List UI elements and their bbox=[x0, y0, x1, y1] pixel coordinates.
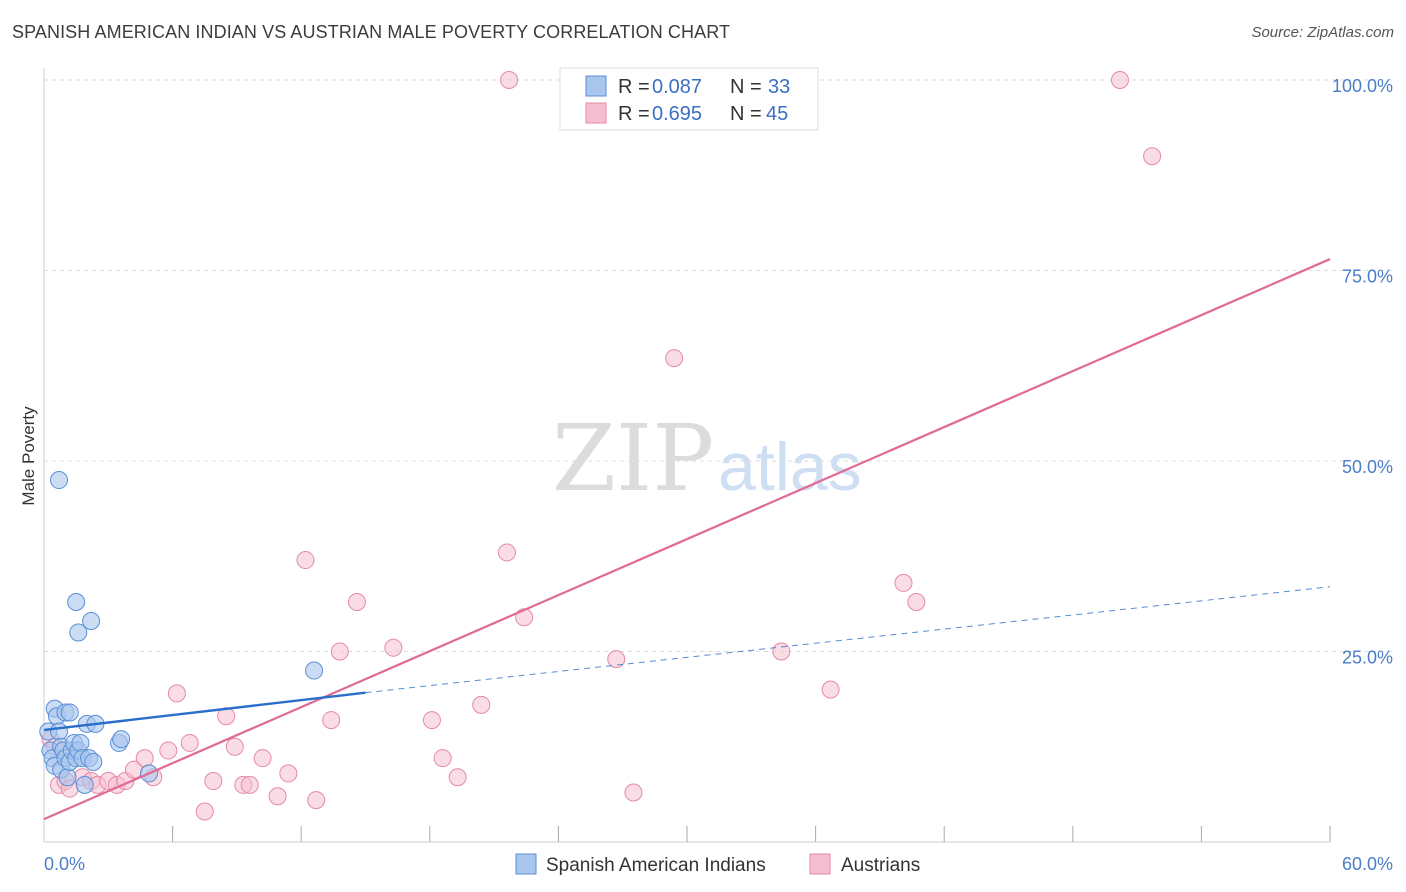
austrians-point bbox=[347, 592, 366, 611]
austrians-point bbox=[253, 749, 272, 768]
austrians-point bbox=[279, 764, 298, 783]
legend-r-label-2: R = bbox=[618, 103, 650, 125]
spanish-american-indians-point bbox=[112, 730, 131, 749]
austrians-point bbox=[159, 741, 178, 760]
austrians-point bbox=[772, 642, 791, 661]
y-tick-label: 75.0% bbox=[1342, 267, 1393, 287]
austrians-point bbox=[195, 802, 214, 821]
austrians-point bbox=[624, 783, 643, 802]
y-tick-label: 25.0% bbox=[1342, 648, 1393, 668]
bottom-legend: Spanish American Indians Austrians bbox=[515, 853, 920, 876]
legend-n-value-2: 45 bbox=[766, 103, 788, 125]
spanish-american-indians-trend-line bbox=[43, 691, 366, 732]
watermark: ZIP atlas bbox=[552, 405, 862, 512]
trend-lines bbox=[43, 258, 1331, 821]
austrians-point bbox=[500, 71, 519, 89]
spanish-american-indians-points bbox=[39, 471, 324, 794]
bottom-legend-swatch-pink bbox=[809, 853, 831, 875]
austrians-point bbox=[204, 772, 223, 791]
legend-swatch-blue bbox=[585, 75, 607, 97]
austrians-point bbox=[497, 543, 516, 562]
watermark-atlas: atlas bbox=[718, 429, 862, 505]
y-axis-title: Male Poverty bbox=[19, 406, 38, 506]
legend-r-value-1: 0.087 bbox=[652, 76, 702, 98]
spanish-american-indians-point bbox=[75, 775, 94, 794]
austrians-point bbox=[180, 733, 199, 752]
spanish-american-indians-point bbox=[69, 623, 88, 642]
spanish-american-indians-trend-extension bbox=[365, 586, 1331, 694]
austrians-point bbox=[1110, 71, 1129, 89]
spanish-american-indians-point bbox=[67, 592, 86, 611]
spanish-american-indians-point bbox=[84, 752, 103, 771]
bottom-legend-label-2: Austrians bbox=[841, 855, 920, 876]
austrians-point bbox=[384, 638, 403, 657]
austrians-point bbox=[422, 711, 441, 730]
austrians-point bbox=[330, 642, 349, 661]
bottom-legend-swatch-blue bbox=[515, 853, 537, 875]
austrians-point bbox=[225, 737, 244, 756]
austrians-point bbox=[472, 695, 491, 714]
x-tick-label: 0.0% bbox=[44, 854, 85, 874]
legend-swatch-pink bbox=[585, 102, 607, 124]
austrians-point bbox=[665, 349, 684, 368]
spanish-american-indians-point bbox=[82, 612, 101, 631]
austrians-point bbox=[894, 573, 913, 592]
spanish-american-indians-point bbox=[50, 722, 69, 741]
watermark-zip: ZIP bbox=[552, 405, 714, 512]
austrians-point bbox=[433, 749, 452, 768]
y-tick-label: 50.0% bbox=[1342, 457, 1393, 477]
austrians-point bbox=[821, 680, 840, 699]
austrians-trend-line bbox=[43, 258, 1331, 821]
legend-n-label-1: N = bbox=[730, 76, 762, 98]
x-tick-label: 60.0% bbox=[1342, 854, 1393, 874]
spanish-american-indians-point bbox=[71, 733, 90, 752]
austrians-point bbox=[135, 749, 154, 768]
legend-r-label-1: R = bbox=[618, 76, 650, 98]
legend-n-value-1: 33 bbox=[768, 76, 790, 98]
y-tick-label: 100.0% bbox=[1332, 76, 1393, 96]
bottom-legend-label-1: Spanish American Indians bbox=[546, 855, 766, 876]
austrians-point bbox=[907, 592, 926, 611]
spanish-american-indians-point bbox=[305, 661, 324, 680]
spanish-american-indians-point bbox=[50, 471, 69, 490]
austrians-point bbox=[268, 787, 287, 806]
spanish-american-indians-point bbox=[58, 768, 77, 787]
spanish-american-indians-point bbox=[60, 703, 79, 722]
chart-title: SPANISH AMERICAN INDIAN VS AUSTRIAN MALE… bbox=[12, 22, 731, 42]
stats-legend: R = 0.087 N = 33 R = 0.695 N = 45 bbox=[559, 67, 819, 131]
austrians-point bbox=[515, 608, 534, 627]
austrians-point bbox=[322, 711, 341, 730]
legend-r-value-2: 0.695 bbox=[652, 103, 702, 125]
axis-layer: 25.0% 50.0% 75.0% 100.0% 0.0% 60.0% bbox=[43, 68, 1393, 874]
austrians-point bbox=[607, 650, 626, 669]
legend-n-label-2: N = bbox=[730, 103, 762, 125]
austrians-point bbox=[167, 684, 186, 703]
grid-layer bbox=[44, 79, 1392, 652]
austrians-point bbox=[1143, 147, 1162, 166]
austrians-point bbox=[307, 791, 326, 810]
austrians-point bbox=[296, 551, 315, 570]
austrians-point bbox=[448, 768, 467, 787]
austrians-point bbox=[240, 775, 259, 794]
chart-source: Source: ZipAtlas.com bbox=[1251, 24, 1394, 41]
